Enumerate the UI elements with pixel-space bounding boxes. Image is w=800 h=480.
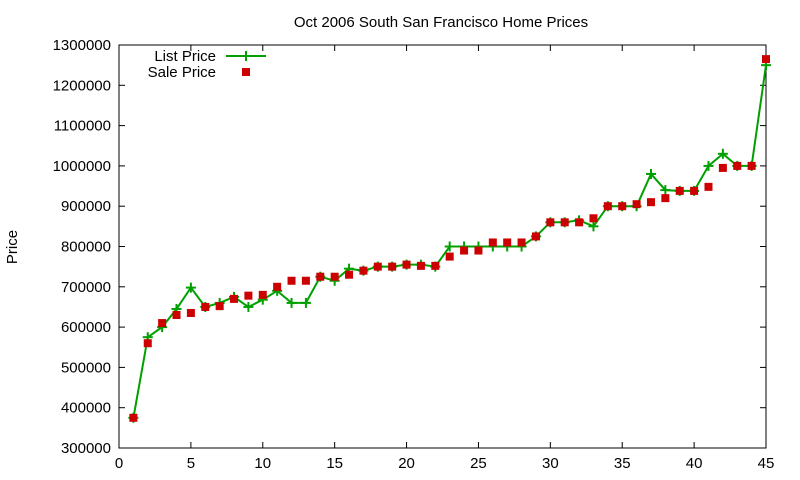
sale-price-point — [460, 246, 469, 255]
sale-price-point — [186, 308, 195, 317]
legend-list-price-marker — [241, 51, 251, 61]
sale-price-point — [704, 182, 713, 191]
sale-price-point — [733, 161, 742, 170]
legend-list-price-label: List Price — [154, 48, 216, 65]
list-price-point — [588, 221, 599, 232]
legend-sale-price-marker — [242, 68, 250, 76]
y-tick-label: 600000 — [61, 319, 111, 336]
data-series — [128, 55, 771, 423]
sale-price-point — [503, 238, 512, 247]
sale-price-point — [531, 232, 540, 241]
sale-price-point — [690, 186, 699, 195]
sale-price-point — [546, 218, 555, 227]
y-tick-label: 1300000 — [53, 37, 111, 54]
chart-title: Oct 2006 South San Francisco Home Prices — [294, 14, 588, 31]
sale-price-point — [675, 186, 684, 195]
list-price-line — [132, 65, 767, 418]
x-tick-label: 40 — [686, 455, 703, 472]
sale-price-point — [431, 261, 440, 270]
sale-price-point — [488, 238, 497, 247]
list-price-point — [444, 241, 455, 252]
sale-price-point — [316, 272, 325, 281]
sale-price-point — [416, 261, 425, 270]
sale-price-point — [618, 202, 627, 211]
axis-ticks: 0 5 10 15 20 25 30 35 40 45 300000 400000 500000 6000… — [53, 37, 775, 472]
x-tick-label: 0 — [115, 455, 123, 472]
list-price-point — [243, 301, 254, 312]
sale-price-point — [230, 294, 239, 303]
sale-price-point — [172, 311, 181, 320]
sale-price-point — [301, 276, 310, 285]
x-tick-label: 30 — [542, 455, 559, 472]
y-tick-label: 500000 — [61, 359, 111, 376]
sale-price-point — [273, 282, 282, 291]
y-tick-label: 800000 — [61, 239, 111, 256]
x-tick-label: 10 — [254, 455, 271, 472]
sale-price-point — [215, 302, 224, 311]
x-tick-label: 35 — [614, 455, 631, 472]
sale-price-point — [517, 238, 526, 247]
y-tick-label: 400000 — [61, 400, 111, 417]
sale-price-point — [762, 55, 770, 64]
sale-price-point — [244, 291, 253, 300]
sale-price-point — [287, 276, 296, 285]
sale-price-point — [402, 260, 411, 269]
plot-frame — [118, 44, 767, 449]
y-tick-label: 1000000 — [53, 158, 111, 175]
sale-price-point — [388, 262, 397, 271]
sale-price-point — [359, 266, 368, 275]
y-tick-label: 900000 — [61, 198, 111, 215]
sale-price-point — [201, 302, 210, 311]
list-price-point — [286, 297, 297, 308]
legend: List Price Sale Price — [148, 48, 266, 81]
x-tick-label: 15 — [326, 455, 343, 472]
y-tick-label: 700000 — [61, 279, 111, 296]
y-axis-label: Price — [4, 230, 21, 264]
sale-price-point — [747, 161, 756, 170]
x-tick-label: 25 — [470, 455, 487, 472]
list-price-point — [645, 168, 656, 179]
sale-price-point — [632, 200, 641, 209]
x-tick-label: 45 — [758, 455, 775, 472]
list-price-point — [660, 185, 671, 196]
sale-price-point — [589, 214, 598, 223]
x-tick-label: 20 — [398, 455, 415, 472]
list-price-point — [300, 297, 311, 308]
sale-price-point — [129, 413, 138, 422]
sale-price-point — [143, 339, 152, 348]
sale-price-point — [575, 218, 584, 227]
sale-price-point — [158, 319, 167, 328]
sale-price-point — [474, 246, 483, 255]
list-price-point — [717, 148, 728, 159]
sale-price-point — [345, 270, 354, 279]
sale-price-point — [646, 198, 655, 207]
list-price-point — [185, 282, 196, 293]
sale-price-point — [373, 262, 382, 271]
y-tick-label: 1100000 — [54, 118, 111, 135]
sale-price-point — [445, 252, 454, 261]
sale-price-point — [718, 163, 727, 172]
sale-price-point — [330, 272, 339, 281]
sale-price-point — [258, 290, 267, 299]
legend-sale-price-label: Sale Price — [148, 64, 216, 81]
sale-price-point — [560, 218, 569, 227]
y-tick-label: 1200000 — [53, 77, 111, 94]
y-tick-label: 300000 — [61, 440, 111, 457]
list-price-point — [703, 160, 714, 171]
sale-price-point — [603, 202, 612, 211]
sale-price-point — [661, 194, 670, 203]
x-tick-label: 5 — [187, 455, 195, 472]
